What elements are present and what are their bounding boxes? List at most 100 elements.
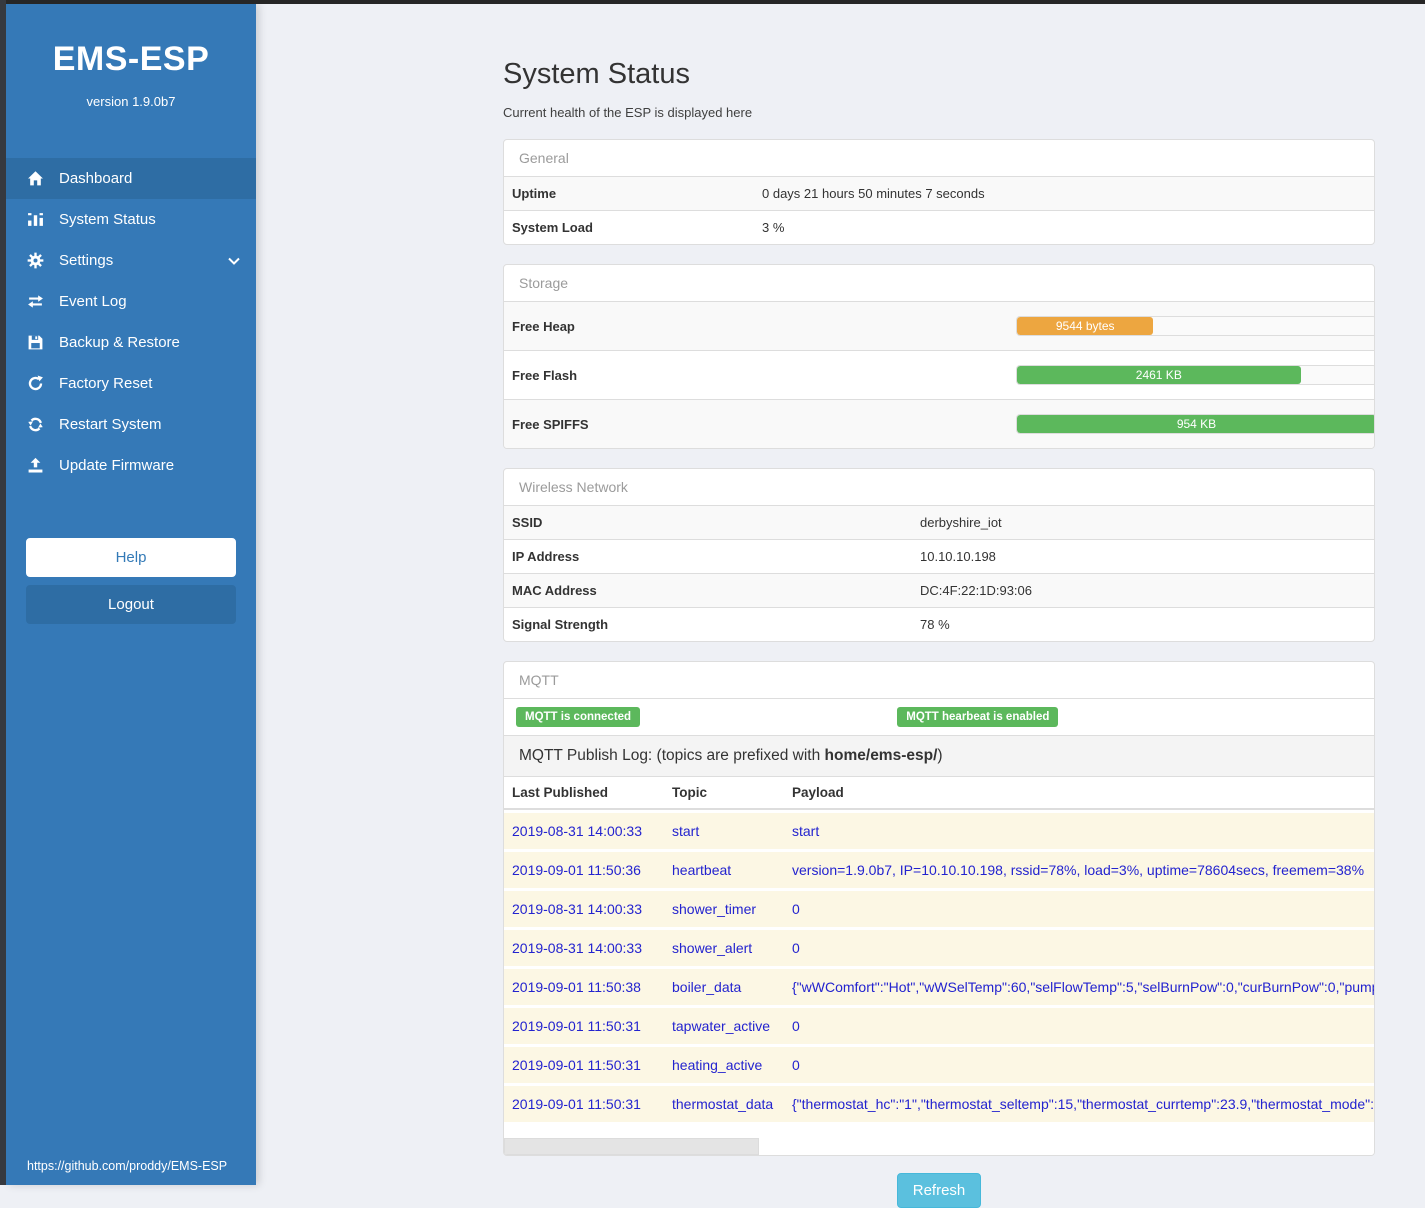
sidebar-item-dashboard[interactable]: Dashboard — [6, 158, 256, 199]
free-heap-row: Free Heap 9544 bytes — [504, 301, 1374, 350]
horizontal-scrollbar-thumb[interactable] — [504, 1138, 759, 1155]
row-topic: boiler_data — [664, 969, 784, 1005]
row-payload: start — [784, 813, 1374, 849]
chevron-down-icon — [228, 257, 240, 265]
ssid-value: derbyshire_iot — [912, 506, 1010, 539]
sidebar-item-label: Factory Reset — [59, 375, 152, 392]
storage-panel-header: Storage — [504, 265, 1374, 301]
table-row: 2019-09-01 11:50:31 thermostat_data {"th… — [504, 1086, 1374, 1122]
save-icon — [27, 334, 44, 351]
sidebar-item-event-log[interactable]: Event Log — [6, 281, 256, 322]
table-row: 2019-09-01 11:50:31 tapwater_active 0 — [504, 1008, 1374, 1044]
sidebar-item-label: System Status — [59, 211, 156, 228]
table-row: 2019-08-31 14:00:33 shower_alert 0 — [504, 930, 1374, 966]
row-payload: 0 — [784, 1047, 1374, 1083]
col-topic: Topic — [664, 777, 784, 808]
window-top-edge — [0, 0, 1425, 4]
home-icon — [27, 170, 44, 187]
ip-address-value: 10.10.10.198 — [912, 540, 1004, 573]
row-topic: shower_timer — [664, 891, 784, 927]
mqtt-table-header: Last Published Topic Payload — [504, 776, 1374, 810]
free-flash-row: Free Flash 2461 KB — [504, 350, 1374, 399]
row-time: 2019-09-01 11:50:31 — [504, 1086, 664, 1122]
wireless-panel: Wireless Network SSID derbyshire_iot IP … — [503, 468, 1375, 642]
sidebar-item-restart-system[interactable]: Restart System — [6, 404, 256, 445]
mqtt-heartbeat-badge: MQTT hearbeat is enabled — [897, 707, 1058, 727]
row-payload: {"thermostat_hc":"1","thermostat_seltemp… — [784, 1086, 1374, 1122]
ip-address-row: IP Address 10.10.10.198 — [504, 539, 1374, 573]
mac-address-row: MAC Address DC:4F:22:1D:93:06 — [504, 573, 1374, 607]
sidebar-item-system-status[interactable]: System Status — [6, 199, 256, 240]
free-heap-progress-cell: 9544 bytes — [1008, 302, 1375, 350]
publish-log-suffix: ) — [937, 747, 942, 764]
sidebar-item-label: Settings — [59, 252, 113, 269]
mqtt-panel: MQTT MQTT is connected MQTT hearbeat is … — [503, 661, 1375, 1156]
sidebar-item-label: Update Firmware — [59, 457, 174, 474]
free-flash-label: Free Flash — [504, 359, 1008, 392]
general-panel-header: General — [504, 140, 1374, 176]
row-payload: 0 — [784, 891, 1374, 927]
free-flash-progress-track: 2461 KB — [1016, 365, 1375, 385]
publish-log-prefix: MQTT Publish Log: (topics are prefixed w… — [519, 747, 825, 764]
row-time: 2019-08-31 14:00:33 — [504, 813, 664, 849]
logout-button[interactable]: Logout — [26, 585, 236, 624]
row-time: 2019-09-01 11:50:38 — [504, 969, 664, 1005]
sidebar-item-label: Restart System — [59, 416, 162, 433]
sidebar-item-factory-reset[interactable]: Factory Reset — [6, 363, 256, 404]
row-time: 2019-09-01 11:50:31 — [504, 1047, 664, 1083]
row-payload: 0 — [784, 930, 1374, 966]
free-flash-progress-cell: 2461 KB — [1008, 351, 1375, 399]
mqtt-panel-header: MQTT — [504, 662, 1374, 698]
col-last-published: Last Published — [504, 777, 664, 808]
free-flash-progress-bar: 2461 KB — [1017, 366, 1301, 384]
signal-strength-label: Signal Strength — [504, 608, 912, 641]
gear-icon — [27, 252, 44, 269]
row-payload: {"wWComfort":"Hot","wWSelTemp":60,"selFl… — [784, 969, 1374, 1005]
signal-strength-row: Signal Strength 78 % — [504, 607, 1374, 641]
free-spiffs-label: Free SPIFFS — [504, 408, 1008, 441]
table-row: 2019-09-01 11:50:36 heartbeat version=1.… — [504, 852, 1374, 888]
free-spiffs-row: Free SPIFFS 954 KB — [504, 399, 1374, 448]
row-payload: version=1.9.0b7, IP=10.10.10.198, rssid=… — [784, 852, 1374, 888]
wireless-panel-header: Wireless Network — [504, 469, 1374, 505]
sidebar-item-settings[interactable]: Settings — [6, 240, 256, 281]
row-topic: start — [664, 813, 784, 849]
refresh-button[interactable]: Refresh — [897, 1173, 982, 1208]
page-subtitle: Current health of the ESP is displayed h… — [503, 105, 1375, 120]
storage-panel: Storage Free Heap 9544 bytes Free Flash … — [503, 264, 1375, 449]
mac-address-label: MAC Address — [504, 574, 912, 607]
github-link[interactable]: https://github.com/proddy/EMS-ESP — [27, 1159, 227, 1173]
row-topic: heartbeat — [664, 852, 784, 888]
uptime-row: Uptime 0 days 21 hours 50 minutes 7 seco… — [504, 176, 1374, 210]
col-payload: Payload — [784, 777, 1374, 808]
sidebar-item-label: Backup & Restore — [59, 334, 180, 351]
main-content: System Status Current health of the ESP … — [503, 4, 1375, 1208]
sidebar: EMS-ESP version 1.9.0b7 Dashboard System… — [6, 4, 256, 1185]
system-load-label: System Load — [504, 211, 754, 244]
sidebar-item-update-firmware[interactable]: Update Firmware — [6, 445, 256, 486]
table-spacer — [504, 1122, 1374, 1138]
table-row: 2019-08-31 14:00:33 start start — [504, 813, 1374, 849]
row-topic: shower_alert — [664, 930, 784, 966]
free-heap-progress-bar: 9544 bytes — [1017, 317, 1153, 335]
sidebar-item-backup-restore[interactable]: Backup & Restore — [6, 322, 256, 363]
horizontal-scrollbar[interactable] — [504, 1138, 1374, 1155]
free-spiffs-progress-cell: 954 KB — [1008, 400, 1375, 448]
system-status-icon — [27, 211, 44, 228]
mqtt-connected-badge: MQTT is connected — [516, 707, 640, 727]
row-time: 2019-09-01 11:50:31 — [504, 1008, 664, 1044]
mac-address-value: DC:4F:22:1D:93:06 — [912, 574, 1040, 607]
row-time: 2019-08-31 14:00:33 — [504, 891, 664, 927]
sidebar-item-label: Event Log — [59, 293, 127, 310]
row-time: 2019-09-01 11:50:36 — [504, 852, 664, 888]
free-heap-progress-track: 9544 bytes — [1016, 316, 1375, 336]
ip-address-label: IP Address — [504, 540, 912, 573]
publish-log-topic-prefix: home/ems-esp/ — [825, 747, 938, 764]
upload-icon — [27, 457, 44, 474]
exchange-icon — [27, 293, 44, 310]
help-button[interactable]: Help — [26, 538, 236, 577]
general-panel: General Uptime 0 days 21 hours 50 minute… — [503, 139, 1375, 245]
table-row: 2019-08-31 14:00:33 shower_timer 0 — [504, 891, 1374, 927]
page-title: System Status — [503, 58, 1375, 91]
mqtt-publish-log-title: MQTT Publish Log: (topics are prefixed w… — [504, 735, 1374, 776]
